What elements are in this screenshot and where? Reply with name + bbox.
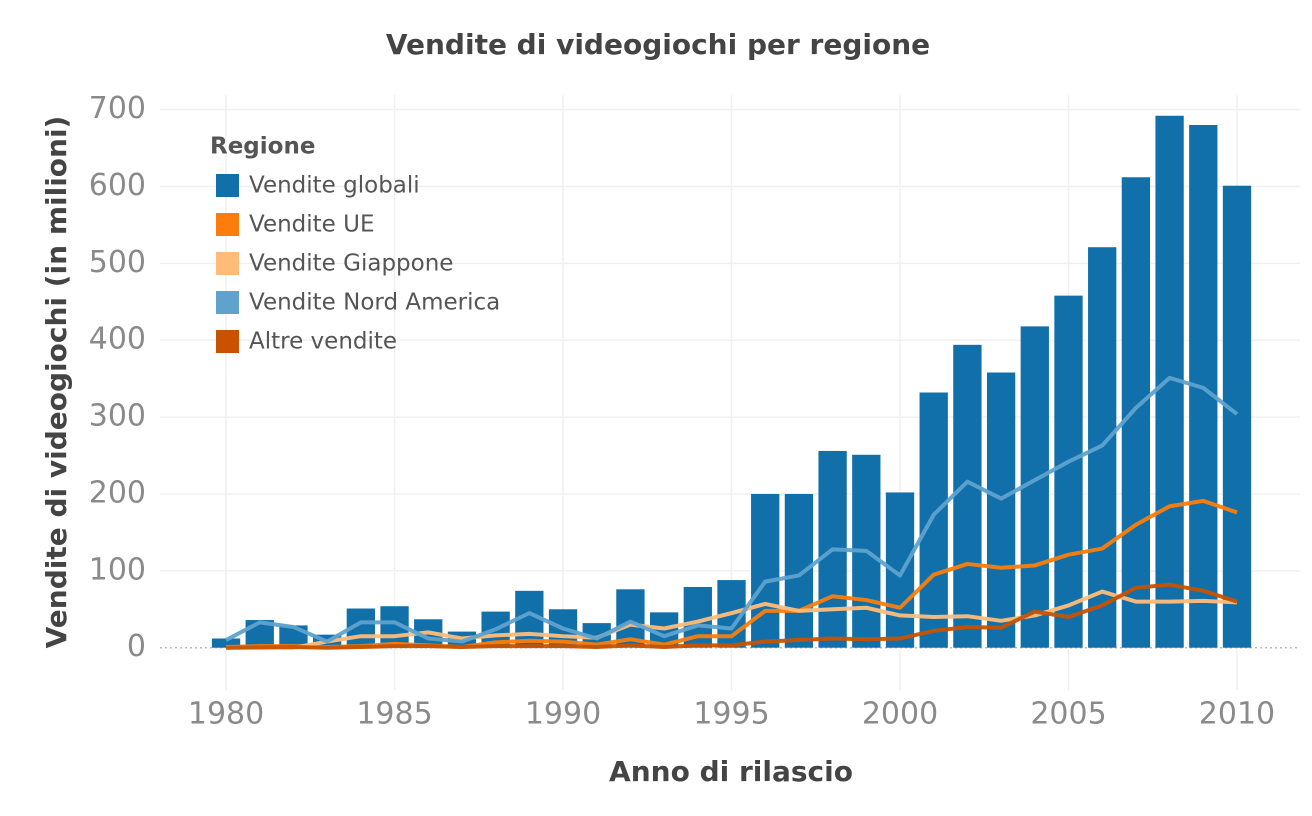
y-tick-label: 100 (89, 552, 146, 587)
legend-label: Vendite globali (249, 173, 420, 199)
y-tick-label: 200 (89, 475, 146, 510)
y-tick-label: 600 (89, 168, 146, 203)
x-tick-label: 2000 (862, 697, 938, 732)
line (226, 582, 1238, 650)
chart-title: Vendite di videogiochi per regione (386, 28, 930, 61)
x-tick-label: 1985 (356, 697, 432, 732)
legend-swatch (216, 291, 239, 314)
bar (784, 493, 814, 648)
y-tick-label: 500 (89, 245, 146, 280)
bar (1054, 295, 1083, 648)
bar (919, 392, 948, 648)
y-tick-label: 0 (127, 629, 146, 664)
legend-label: Vendite UE (249, 212, 375, 238)
bar (1222, 185, 1252, 648)
y-tick-label: 700 (89, 91, 146, 126)
line (225, 375, 1239, 644)
legend-label: Vendite Giappone (249, 251, 453, 277)
legend-swatch (216, 330, 239, 353)
legend-swatch (216, 252, 239, 275)
bar (986, 372, 1016, 648)
x-tick-label: 2005 (1030, 697, 1106, 732)
x-tick-label: 1995 (693, 697, 769, 732)
x-tick-label: 1990 (525, 697, 601, 732)
bar (751, 493, 780, 648)
y-tick-label: 300 (89, 399, 146, 434)
legend-label: Vendite Nord America (249, 290, 500, 316)
y-tick-label: 400 (89, 322, 146, 357)
x-axis-label: Anno di rilascio (609, 755, 853, 788)
line (226, 589, 1238, 650)
y-axis-label: Vendite di videogiochi (in milioni) (40, 116, 73, 649)
x-tick-label: 2010 (1199, 697, 1275, 732)
legend-swatch (216, 174, 239, 197)
bar (1121, 177, 1151, 648)
legend-title: Regione (210, 134, 315, 160)
x-tick-label: 1980 (188, 697, 264, 732)
legend-swatch (216, 213, 239, 236)
bar (953, 344, 982, 648)
line (226, 498, 1238, 649)
bar (211, 638, 241, 648)
legend-label: Altre vendite (249, 329, 397, 355)
